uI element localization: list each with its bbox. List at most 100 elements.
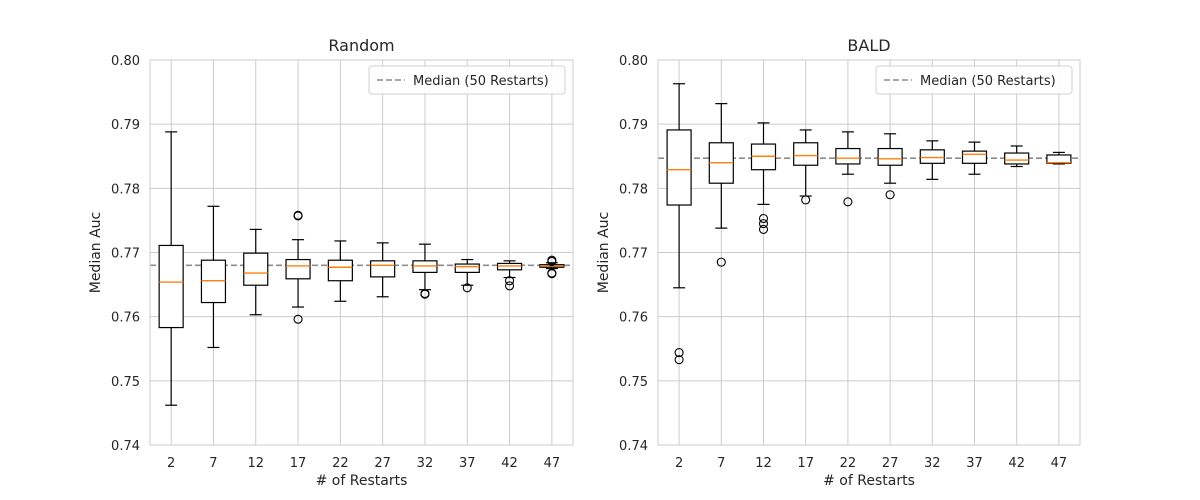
y-tick-label: 0.80 xyxy=(111,54,140,69)
x-tick-label: 22 xyxy=(332,456,349,471)
box-iqr xyxy=(454,263,480,273)
x-tick-label: 47 xyxy=(544,456,561,471)
box-17 xyxy=(793,129,819,205)
box-iqr xyxy=(793,142,819,166)
box-iqr xyxy=(835,147,861,165)
box-iqr xyxy=(243,252,269,286)
box-iqr xyxy=(370,260,396,278)
y-axis-label: Median Auc xyxy=(88,212,104,294)
box-iqr xyxy=(919,149,945,164)
box-27 xyxy=(877,133,903,200)
box-iqr xyxy=(877,147,903,166)
y-tick-label: 0.79 xyxy=(111,118,140,133)
x-tick-label: 47 xyxy=(1051,456,1068,471)
panel-random: 0.740.750.760.770.780.790.802 7 12 17 22 27 32… xyxy=(88,36,574,489)
x-tick-label: 27 xyxy=(882,456,899,471)
x-tick-label: 37 xyxy=(966,456,983,471)
outlier-point xyxy=(674,348,684,358)
y-tick-label: 0.77 xyxy=(619,247,648,262)
box-7 xyxy=(708,103,734,267)
y-tick-label: 0.74 xyxy=(619,439,648,454)
box-22 xyxy=(835,131,861,207)
axes-frame xyxy=(149,59,574,446)
outlier-point xyxy=(716,257,726,267)
box-17 xyxy=(285,210,311,324)
box-iqr xyxy=(961,150,988,164)
panel-bald: 0.740.750.760.770.780.790.802 7 12 17 22 27 32… xyxy=(596,36,1081,489)
outlier-point xyxy=(547,256,557,267)
x-tick-label: 12 xyxy=(247,456,264,471)
y-tick-label: 0.74 xyxy=(111,439,140,454)
outlier-point xyxy=(504,281,515,291)
x-tick-label: 32 xyxy=(417,456,434,471)
x-tick-label: 42 xyxy=(501,456,518,471)
axes-frame xyxy=(657,59,1081,446)
x-tick-label: 27 xyxy=(374,456,391,471)
legend-label: Median (50 Restarts) xyxy=(413,74,549,89)
legend-box xyxy=(875,65,1073,95)
chart-title: BALD xyxy=(847,36,890,55)
y-axis-label: Median Auc xyxy=(596,212,612,294)
x-tick-label: 2 xyxy=(167,456,175,471)
x-tick-label: 37 xyxy=(459,456,476,471)
y-tick-label: 0.75 xyxy=(619,375,648,390)
x-tick-label: 42 xyxy=(1008,456,1025,471)
y-tick-label: 0.80 xyxy=(619,54,648,69)
legend-box xyxy=(368,65,566,95)
outlier-point xyxy=(758,213,769,224)
x-tick-label: 17 xyxy=(797,456,814,471)
y-tick-label: 0.78 xyxy=(111,182,140,197)
x-tick-label: 7 xyxy=(717,456,725,471)
box-iqr xyxy=(666,129,692,206)
box-12 xyxy=(243,228,269,316)
y-tick-label: 0.76 xyxy=(111,311,140,326)
chart-title: Random xyxy=(328,36,394,55)
x-tick-label: 32 xyxy=(924,456,941,471)
box-42 xyxy=(496,260,523,291)
outlier-point xyxy=(504,276,515,286)
y-tick-label: 0.78 xyxy=(619,182,648,197)
outlier-point xyxy=(293,210,303,220)
legend-label: Median (50 Restarts) xyxy=(920,74,1056,89)
box-47 xyxy=(539,255,565,279)
box-32 xyxy=(919,140,945,180)
box-2 xyxy=(666,83,692,365)
box-7 xyxy=(200,205,227,349)
x-tick-label: 12 xyxy=(755,456,772,471)
box-iqr xyxy=(1004,152,1030,165)
box-2 xyxy=(158,131,184,406)
box-12 xyxy=(750,122,777,234)
outlier-point xyxy=(293,314,303,324)
outlier-point xyxy=(843,197,853,207)
outlier-point xyxy=(801,195,811,205)
box-47 xyxy=(1046,151,1072,165)
box-iqr xyxy=(285,258,311,280)
x-tick-label: 7 xyxy=(209,456,217,471)
outlier-point xyxy=(547,269,557,279)
outlier-point xyxy=(758,219,769,229)
x-axis-label: # of Restarts xyxy=(316,473,408,489)
outlier-point xyxy=(758,224,769,234)
x-tick-label: 22 xyxy=(840,456,857,471)
box-37 xyxy=(961,141,988,175)
outlier-point xyxy=(462,283,472,293)
y-tick-label: 0.76 xyxy=(619,311,648,326)
legend: Median (50 Restarts) xyxy=(368,65,566,95)
y-tick-label: 0.79 xyxy=(619,118,648,133)
box-iqr xyxy=(158,244,184,329)
box-32 xyxy=(412,243,438,299)
box-27 xyxy=(370,242,396,298)
y-tick-label: 0.75 xyxy=(111,375,140,390)
legend: Median (50 Restarts) xyxy=(875,65,1073,95)
box-iqr xyxy=(327,259,353,282)
x-tick-label: 2 xyxy=(675,456,683,471)
y-tick-label: 0.77 xyxy=(111,247,140,262)
box-42 xyxy=(1004,145,1030,168)
box-37 xyxy=(454,258,480,293)
x-axis-label: # of Restarts xyxy=(823,473,915,489)
outlier-point xyxy=(420,289,430,299)
outlier-point xyxy=(885,190,895,200)
box-22 xyxy=(327,240,353,302)
x-tick-label: 17 xyxy=(290,456,307,471)
